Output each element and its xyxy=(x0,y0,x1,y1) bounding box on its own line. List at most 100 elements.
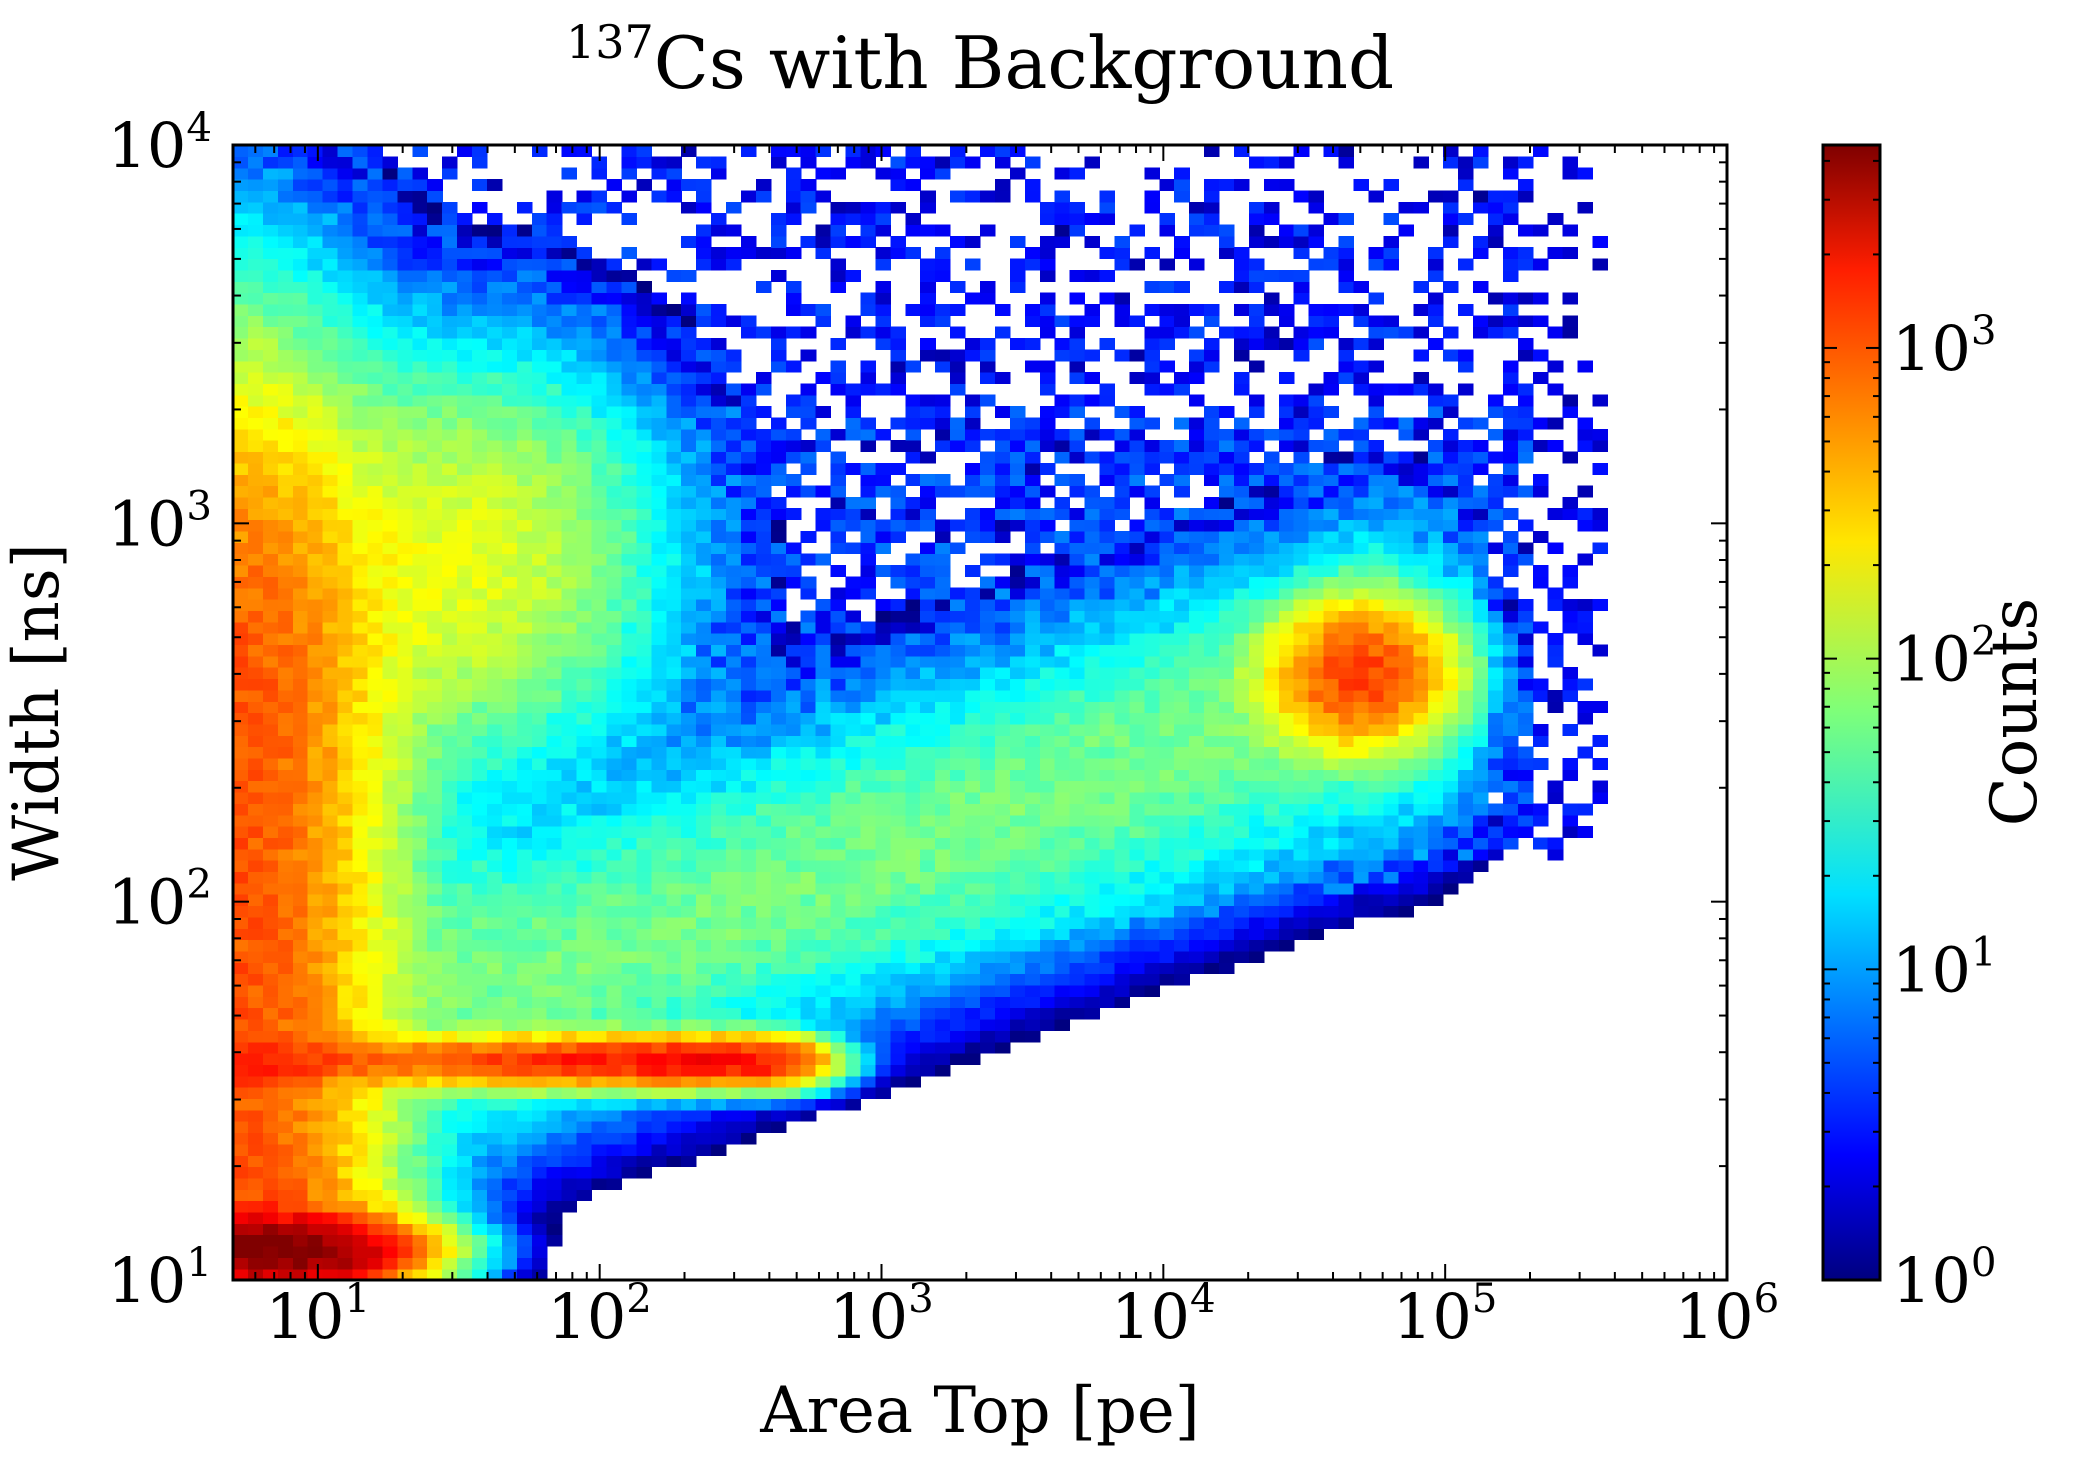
heatmap-cell xyxy=(890,712,906,725)
heatmap-cell xyxy=(247,599,264,611)
heatmap-cell xyxy=(1099,508,1116,521)
heatmap-cell xyxy=(486,303,503,316)
heatmap-cell xyxy=(965,337,981,350)
heatmap-cell xyxy=(845,417,862,430)
heatmap-cell xyxy=(262,1064,279,1077)
heatmap-cell xyxy=(845,462,862,475)
heatmap-cell xyxy=(980,519,996,532)
heatmap-cell xyxy=(262,1098,279,1111)
heatmap-cell xyxy=(292,474,309,487)
heatmap-cell xyxy=(442,372,458,384)
heatmap-cell xyxy=(307,564,324,577)
heatmap-cell xyxy=(636,1007,652,1020)
heatmap-cell xyxy=(472,1018,488,1031)
heatmap-cell xyxy=(636,179,652,191)
heatmap-cell xyxy=(457,667,473,680)
heatmap-cell xyxy=(621,417,637,430)
heatmap-cell xyxy=(890,564,906,577)
heatmap-cell xyxy=(561,916,578,929)
heatmap-cell xyxy=(606,882,623,895)
heatmap-cell xyxy=(576,564,593,577)
heatmap-cell xyxy=(501,394,518,407)
heatmap-cell xyxy=(860,633,877,645)
heatmap-cell xyxy=(1039,882,1056,895)
heatmap-cell xyxy=(322,440,339,453)
heatmap-cell xyxy=(352,1132,369,1145)
heatmap-cell xyxy=(651,1007,667,1020)
heatmap-cell xyxy=(322,837,339,850)
heatmap-cell xyxy=(516,1211,533,1224)
heatmap-cell xyxy=(905,303,921,316)
heatmap-cell xyxy=(621,394,637,407)
heatmap-cell xyxy=(935,962,951,975)
heatmap-cell xyxy=(905,950,921,963)
heatmap-cell xyxy=(427,224,443,237)
heatmap-cell xyxy=(277,337,294,350)
heatmap-cell xyxy=(262,519,279,532)
heatmap-cell xyxy=(352,417,369,430)
heatmap-cell xyxy=(501,984,518,997)
heatmap-cell xyxy=(965,1041,981,1054)
heatmap-cell xyxy=(247,587,264,600)
heatmap-cell xyxy=(307,326,324,339)
heatmap-cell xyxy=(875,837,891,850)
heatmap-cell xyxy=(1009,916,1026,929)
heatmap-cell xyxy=(1129,735,1145,748)
heatmap-cell xyxy=(412,258,428,271)
heatmap-cell xyxy=(427,530,443,543)
heatmap-cell xyxy=(950,372,966,384)
heatmap-cell xyxy=(561,145,578,157)
heatmap-cell xyxy=(382,1053,398,1065)
heatmap-cell xyxy=(755,712,772,725)
heatmap-cell xyxy=(1144,882,1160,895)
heatmap-cell xyxy=(427,1109,443,1122)
heatmap-cell xyxy=(681,1132,697,1145)
heatmap-cell xyxy=(337,803,354,816)
heatmap-cell xyxy=(636,621,652,634)
heatmap-cell xyxy=(337,780,354,793)
heatmap-cell xyxy=(860,485,877,498)
heatmap-cell xyxy=(800,1053,817,1065)
heatmap-cell xyxy=(233,678,249,691)
heatmap-cell xyxy=(457,372,473,384)
heatmap-cell xyxy=(1159,576,1175,589)
heatmap-cell xyxy=(1159,281,1175,294)
heatmap-cell xyxy=(621,689,637,702)
heatmap-cell xyxy=(1099,564,1116,577)
heatmap-cell xyxy=(397,667,413,680)
heatmap-cell xyxy=(382,1155,398,1168)
heatmap-cell xyxy=(875,667,891,680)
heatmap-cell xyxy=(442,916,458,929)
heatmap-cell xyxy=(696,417,712,430)
heatmap-cell xyxy=(501,667,518,680)
heatmap-cell xyxy=(307,1018,324,1031)
heatmap-cell xyxy=(576,599,593,611)
heatmap-cell xyxy=(755,655,772,668)
heatmap-cell xyxy=(875,292,891,305)
heatmap-cell xyxy=(546,599,563,611)
heatmap-cell xyxy=(352,894,369,907)
heatmap-cell xyxy=(472,973,488,986)
heatmap-cell xyxy=(1144,326,1160,339)
heatmap-cell xyxy=(755,894,772,907)
heatmap-cell xyxy=(770,269,787,282)
heatmap-cell xyxy=(561,757,578,770)
heatmap-cell xyxy=(397,281,413,294)
heatmap-cell xyxy=(531,735,548,748)
heatmap-cell xyxy=(307,360,324,373)
heatmap-cell xyxy=(233,950,249,963)
heatmap-cell xyxy=(262,723,279,736)
heatmap-cell xyxy=(576,530,593,543)
heatmap-cell xyxy=(1129,837,1145,850)
heatmap-cell xyxy=(696,303,712,316)
heatmap-cell xyxy=(531,769,548,782)
heatmap-cell xyxy=(412,224,428,237)
heatmap-cell xyxy=(531,303,548,316)
heatmap-cell xyxy=(546,1189,563,1202)
heatmap-cell xyxy=(696,372,712,384)
heatmap-cell xyxy=(576,360,593,373)
heatmap-cell xyxy=(726,224,742,237)
heatmap-cell xyxy=(845,735,862,748)
heatmap-cell xyxy=(516,1257,533,1270)
heatmap-cell xyxy=(262,701,279,714)
